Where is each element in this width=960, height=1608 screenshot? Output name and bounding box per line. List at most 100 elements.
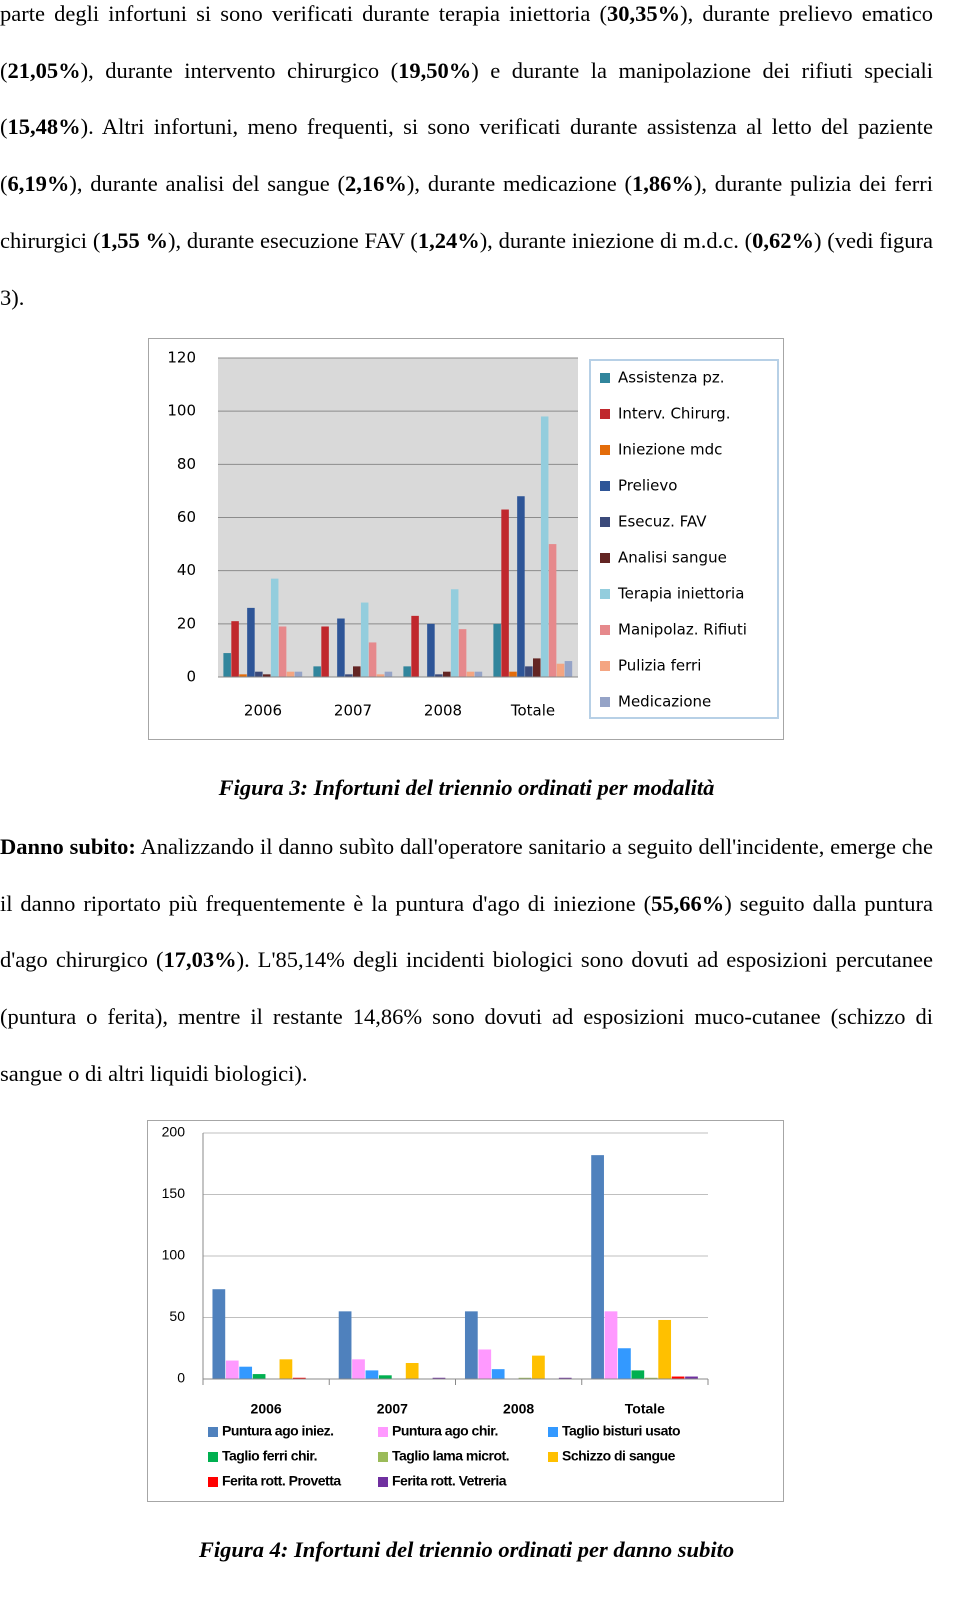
bold-text: 15,48% — [7, 114, 81, 140]
legend-label: Taglio bisturi usato — [562, 1423, 680, 1439]
y-tick-label: 50 — [169, 1308, 185, 1324]
text-run: ), durante esecuzione FAV ( — [167, 227, 418, 253]
text-run: ) seguito dalla puntura d'ago chirurgico… — [0, 890, 933, 973]
bar — [231, 621, 239, 677]
bold-text: 1,24% — [417, 227, 480, 253]
x-tick-label: 2007 — [377, 1401, 408, 1417]
bold-text: 1,86% — [632, 171, 694, 197]
x-tick-label: 2008 — [503, 1401, 534, 1417]
bar — [384, 671, 393, 677]
text-run: ), durante pulizia dei ferri chirurgici … — [0, 171, 934, 253]
bar — [212, 1289, 226, 1379]
bar — [525, 666, 533, 677]
legend-swatch — [600, 625, 610, 635]
bar — [279, 1359, 293, 1379]
chart: 0 50 100 150 200 2006 2007 2008 Totale Puntura ag… — [147, 1120, 784, 1502]
paragraph: Danno subito: Analizzando il danno subìt… — [0, 819, 933, 1103]
legend-label: Prelievo — [618, 477, 677, 495]
paragraph: parte degli infortuni si sono verificati… — [0, 0, 933, 326]
bar — [239, 1366, 253, 1379]
bar — [338, 1311, 352, 1379]
legend-swatch — [600, 445, 610, 455]
legend-swatch — [548, 1452, 558, 1462]
bar — [263, 674, 271, 677]
bar — [239, 674, 247, 677]
bar — [458, 629, 467, 677]
legend-box — [589, 359, 779, 719]
legend-label: Esecuz. FAV — [618, 513, 707, 531]
bar — [558, 1377, 572, 1379]
bar — [671, 1376, 685, 1379]
legend-label: Terapia iniettoria — [617, 585, 744, 603]
bar — [247, 607, 255, 677]
bar — [321, 626, 329, 677]
bar — [474, 671, 483, 677]
y-tick-label: 100 — [167, 402, 196, 420]
bar — [443, 671, 451, 677]
legend-label: Analisi sangue — [618, 549, 727, 567]
bar — [294, 671, 303, 677]
legend-swatch — [600, 481, 610, 491]
bar — [403, 666, 411, 677]
legend-label: Iniezione mdc — [618, 441, 722, 459]
bar — [405, 1363, 419, 1379]
legend-label: Taglio lama microt. — [392, 1448, 509, 1464]
bold-text: 17,03% — [163, 947, 237, 973]
bar — [365, 1370, 379, 1379]
bar — [491, 1369, 505, 1379]
bar — [532, 1355, 545, 1379]
legend-label: Schizzo di sangue — [562, 1448, 676, 1464]
bold-text: Danno subito: — [0, 834, 136, 859]
bar — [286, 671, 295, 677]
bar — [517, 496, 525, 677]
bar — [548, 544, 557, 677]
legend-swatch — [600, 373, 610, 383]
text-run: Analizzando il danno subìto dall'operato… — [0, 834, 933, 916]
bar — [631, 1370, 645, 1379]
bar — [337, 618, 345, 677]
legend-swatch — [600, 553, 610, 563]
text-run: ), durante medicazione ( — [406, 171, 633, 197]
bar — [368, 642, 377, 677]
chart: 0 20 40 60 80 100 120 2006 2007 2008 Totale Assiste… — [148, 338, 784, 740]
bar — [604, 1311, 618, 1379]
bar — [478, 1349, 492, 1379]
legend-label: Puntura ago chir. — [392, 1423, 498, 1439]
bold-text: 19,50% — [398, 57, 472, 83]
legend-label: Pulizia ferri — [618, 657, 701, 675]
x-tick-label: 2006 — [244, 702, 282, 720]
bar — [313, 666, 321, 677]
legend-swatch — [378, 1452, 388, 1462]
legend-swatch — [378, 1427, 388, 1437]
legend-label: Ferita rott. Provetta — [222, 1473, 341, 1489]
bold-text: 30,35% — [606, 1, 681, 26]
bar — [464, 1311, 478, 1379]
legend-label: Manipolaz. Rifiuti — [618, 621, 747, 639]
text-run: ) e durante la manipolazione dei rifiuti… — [0, 57, 933, 140]
bar — [658, 1319, 672, 1379]
bar — [427, 623, 435, 677]
legend-swatch — [548, 1427, 558, 1437]
x-tick-label: Totale — [510, 702, 555, 720]
bold-text: 21,05% — [7, 57, 81, 83]
bar — [376, 674, 385, 677]
bar — [518, 1377, 532, 1379]
legend-swatch — [208, 1427, 218, 1437]
text-run: ), durante intervento chirurgico ( — [80, 57, 399, 83]
text-run: ) (vedi figura 3). — [0, 227, 933, 310]
legend-label: Puntura ago iniez. — [222, 1423, 334, 1439]
bar — [540, 416, 549, 677]
bar — [352, 1359, 365, 1379]
y-tick-label: 40 — [177, 561, 196, 579]
text-run: parte degli infortuni si sono verificati… — [0, 1, 607, 26]
bold-text: 1,55 % — [100, 227, 168, 253]
legend-swatch — [600, 409, 610, 419]
text-run: ). Altri infortuni, meno frequenti, si s… — [0, 114, 933, 197]
legend-swatch — [600, 517, 610, 527]
bar — [225, 1360, 239, 1379]
bar — [435, 674, 443, 677]
legend-label: Medicazione — [618, 693, 711, 711]
legend-label: Taglio ferri chir. — [222, 1448, 317, 1464]
y-tick-label: 150 — [162, 1185, 186, 1201]
